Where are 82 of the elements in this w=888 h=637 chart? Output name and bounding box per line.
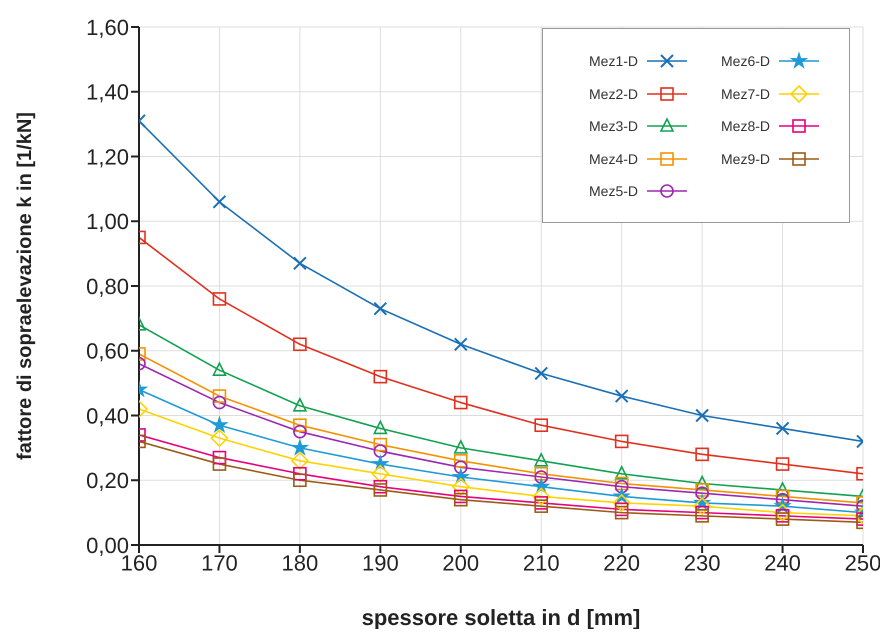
point xyxy=(373,302,388,316)
point xyxy=(695,483,709,497)
point xyxy=(454,492,468,506)
point xyxy=(211,416,228,432)
point xyxy=(776,490,790,504)
x-tick-label: 230 xyxy=(684,550,720,576)
y-tick-label: 0,40 xyxy=(86,403,129,428)
point xyxy=(212,362,226,376)
x-tick-label: 240 xyxy=(764,550,801,576)
x-tick-label: 220 xyxy=(603,550,640,576)
y-tick-label: 1,20 xyxy=(86,144,129,170)
point xyxy=(374,438,388,452)
point xyxy=(374,370,388,384)
point xyxy=(695,448,709,462)
point xyxy=(454,396,468,410)
x-tick-label: 210 xyxy=(522,550,560,576)
legend-label: Mez7-D xyxy=(721,86,772,102)
point xyxy=(776,457,790,471)
point xyxy=(210,429,228,447)
point xyxy=(614,506,628,520)
y-tick-label: 0,80 xyxy=(86,274,129,299)
point xyxy=(454,440,468,454)
legend-label: Mez4-D xyxy=(589,150,640,167)
point xyxy=(293,398,307,412)
legend-label: Mez9-D xyxy=(721,150,772,167)
point xyxy=(454,337,468,352)
point xyxy=(612,494,630,512)
point xyxy=(212,292,226,306)
point xyxy=(534,470,548,484)
point xyxy=(534,499,548,513)
point xyxy=(292,439,308,455)
point xyxy=(293,418,307,432)
point xyxy=(534,366,548,380)
point xyxy=(614,480,628,494)
legend-label: Mez1-D xyxy=(589,53,640,70)
point xyxy=(693,497,711,515)
point xyxy=(212,194,226,209)
point xyxy=(614,476,628,490)
x-tick-label: 170 xyxy=(201,550,238,576)
legend-label: Mez2-D xyxy=(589,86,640,102)
point xyxy=(374,444,388,458)
point xyxy=(292,256,307,270)
point xyxy=(454,454,468,468)
y-tick-label: 0,20 xyxy=(86,468,129,494)
point xyxy=(614,434,628,448)
point xyxy=(614,466,628,480)
point xyxy=(212,389,226,403)
point xyxy=(695,486,709,500)
point xyxy=(454,460,468,474)
point xyxy=(532,488,550,506)
point xyxy=(776,482,790,496)
point xyxy=(212,457,226,471)
legend-label: Mez3-D xyxy=(589,118,640,134)
point xyxy=(293,424,307,438)
point xyxy=(374,420,388,434)
point xyxy=(695,509,709,523)
legend-label: Mez6-D xyxy=(721,53,772,70)
legend-label: Mez5-D xyxy=(589,183,640,200)
x-tick-label: 200 xyxy=(442,550,480,576)
point xyxy=(293,337,307,352)
y-tick-label: 1,40 xyxy=(86,80,129,105)
y-tick-label: 1,00 xyxy=(86,209,129,234)
y-axis-title: fattore di sopraelevazione k in [1/kN] xyxy=(14,112,36,460)
x-tick-label: 180 xyxy=(282,550,318,576)
point xyxy=(776,421,790,436)
point xyxy=(452,478,470,496)
point xyxy=(212,396,226,410)
point xyxy=(695,408,710,422)
point xyxy=(695,476,709,490)
point xyxy=(534,418,548,432)
point xyxy=(293,473,307,488)
point xyxy=(614,389,629,404)
point xyxy=(534,453,548,467)
legend-label: Mez8-D xyxy=(721,118,772,134)
point xyxy=(374,483,388,497)
y-tick-label: 0,60 xyxy=(86,338,129,364)
y-tick-label: 1,60 xyxy=(86,14,129,40)
point xyxy=(291,452,309,470)
x-tick-label: 190 xyxy=(362,550,399,576)
point xyxy=(774,504,792,522)
point xyxy=(372,464,390,483)
point xyxy=(534,466,548,481)
